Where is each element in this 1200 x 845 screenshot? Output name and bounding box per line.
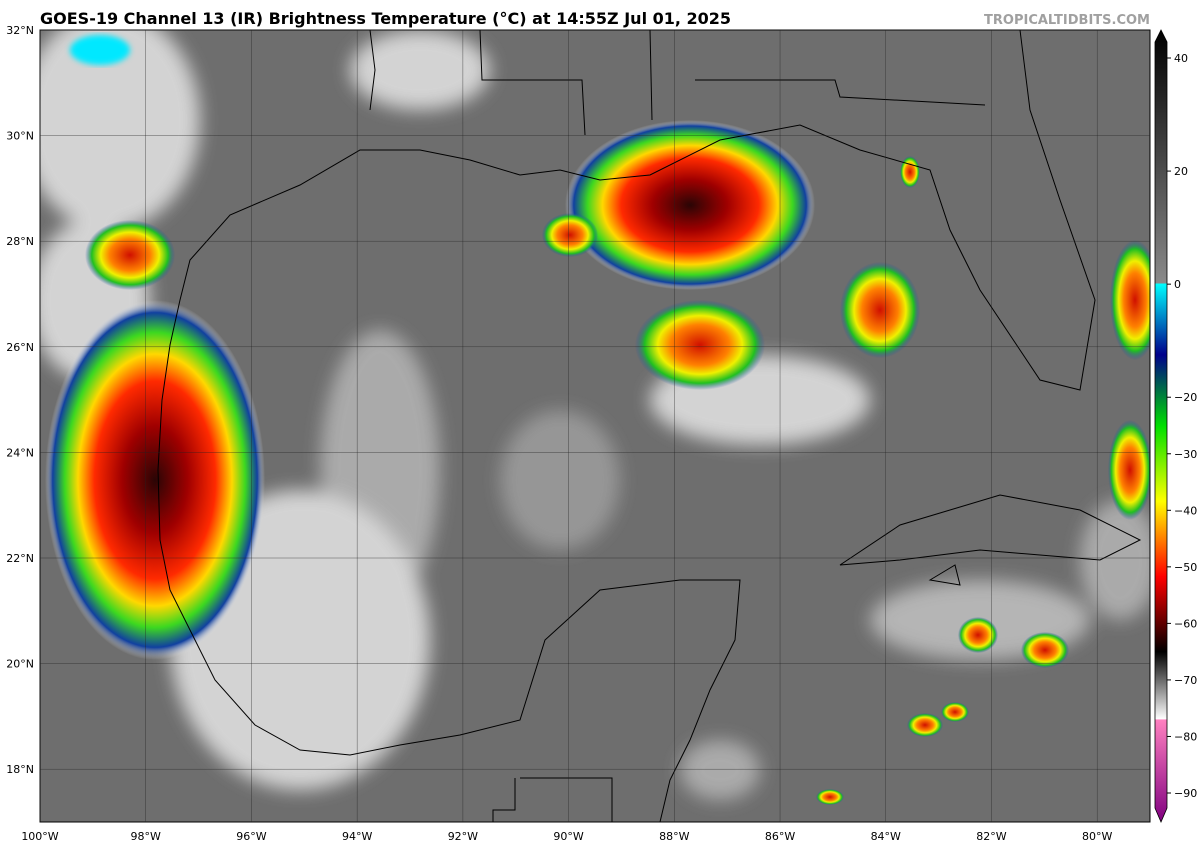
- lon-label: 98°W: [131, 830, 161, 843]
- lat-label: 30°N: [6, 130, 34, 143]
- colorbar-tick-label: 20: [1174, 165, 1188, 178]
- colorbar-tick-label: −60: [1174, 617, 1197, 630]
- colorbar-tick-label: 40: [1174, 52, 1188, 65]
- lat-label: 22°N: [6, 552, 34, 565]
- lat-label: 26°N: [6, 341, 34, 354]
- lat-label: 20°N: [6, 658, 34, 671]
- colorbar-gradient: [1154, 29, 1168, 824]
- lon-label: 80°W: [1082, 830, 1112, 843]
- lon-label: 96°W: [236, 830, 266, 843]
- colorbar-tick-label: −20: [1174, 391, 1197, 404]
- satellite-image: [40, 30, 1150, 822]
- lon-label: 88°W: [659, 830, 689, 843]
- colorbar-tick-label: −30: [1174, 448, 1197, 461]
- title: GOES-19 Channel 13 (IR) Brightness Tempe…: [40, 9, 731, 28]
- credit: TROPICALTIDBITS.COM: [984, 13, 1150, 28]
- lon-label: 84°W: [871, 830, 901, 843]
- colorbar-tick-label: 0: [1174, 278, 1181, 291]
- lon-label: 94°W: [342, 830, 372, 843]
- colorbar-tick-label: −50: [1174, 561, 1197, 574]
- lat-label: 18°N: [6, 763, 34, 776]
- lon-label: 82°W: [976, 830, 1006, 843]
- lat-label: 24°N: [6, 446, 34, 459]
- lon-label: 100°W: [21, 830, 58, 843]
- graticule: 32°N 30°N 28°N 26°N 24°N 22°N 20°N 18°N 100°W 98°…: [6, 24, 1150, 843]
- colorbar: 40 20 0 −20 −30 −40 −50 −60 −70 −80 −90: [1154, 29, 1197, 824]
- colorbar-tick-label: −40: [1174, 504, 1197, 517]
- lon-label: 90°W: [553, 830, 583, 843]
- lon-label: 92°W: [448, 830, 478, 843]
- lat-label: 28°N: [6, 235, 34, 248]
- lon-label: 86°W: [765, 830, 795, 843]
- colorbar-tick-label: −80: [1174, 730, 1197, 743]
- coastlines: [157, 30, 1142, 822]
- colorbar-tick-label: −70: [1174, 674, 1197, 687]
- lat-label: 32°N: [6, 24, 34, 37]
- colorbar-tick-label: −90: [1174, 787, 1197, 800]
